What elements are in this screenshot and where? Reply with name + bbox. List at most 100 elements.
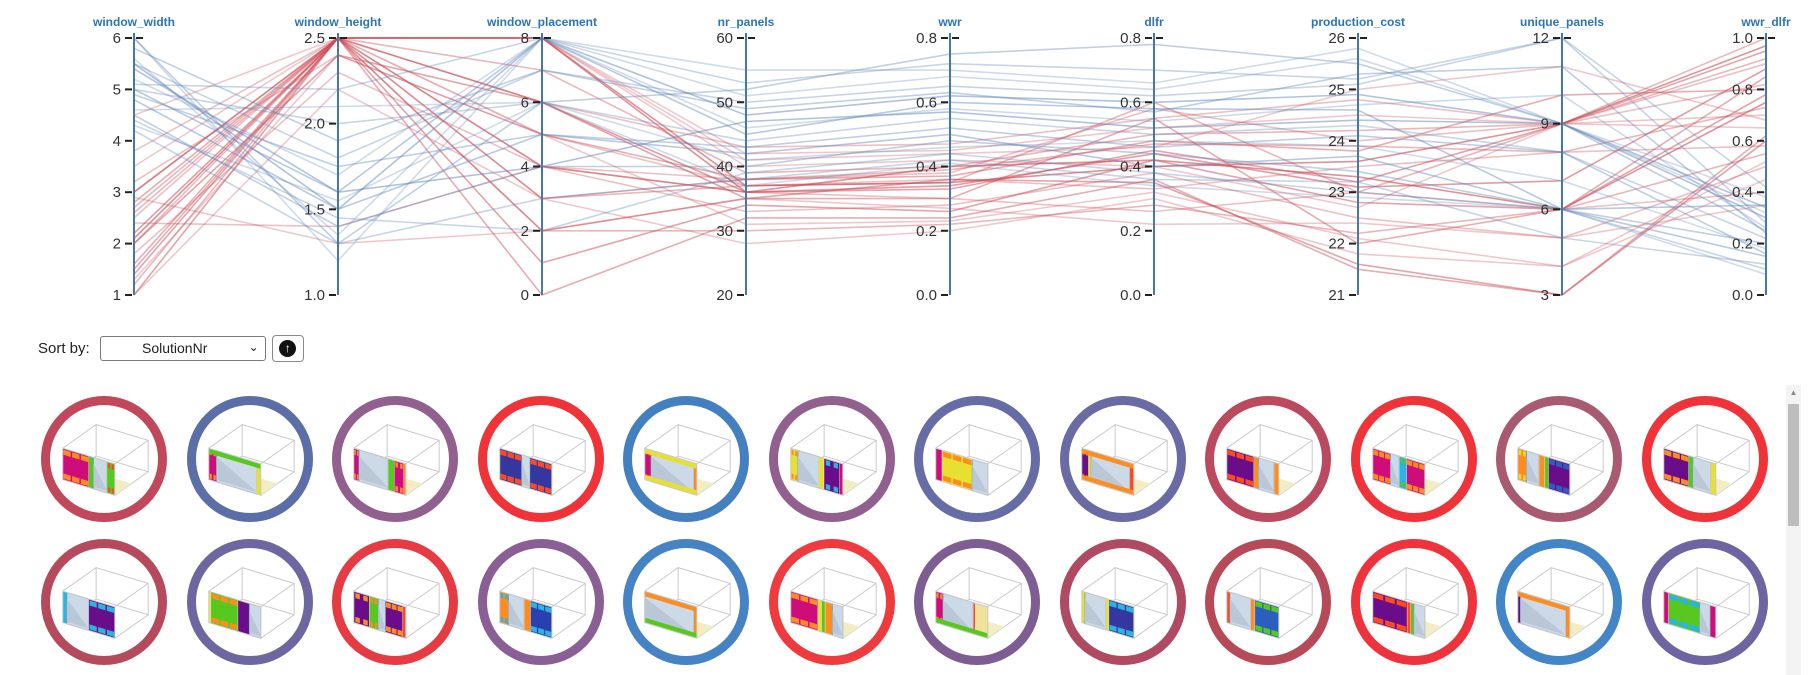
solution-thumbnail-r1-c3[interactable] xyxy=(332,396,458,522)
axis-dlfr[interactable]: dlfr 0.0 0.2 0.4 0.6 0.8 xyxy=(1120,15,1164,304)
axis-production_cost[interactable]: production_cost 21 22 23 24 25 26 xyxy=(1311,15,1405,304)
axis-title: production_cost xyxy=(1311,15,1405,29)
axis-tick-label: 0.4 xyxy=(916,159,937,176)
solution-thumbnail-r2-c12[interactable] xyxy=(1641,539,1768,665)
axis-tick-label: 25 xyxy=(1328,81,1345,98)
axis-tick-label: 1 xyxy=(113,287,121,304)
solution-thumbnail-r1-c1[interactable] xyxy=(41,396,167,522)
solution-3d-preview xyxy=(1371,423,1459,496)
solution-3d-preview xyxy=(1226,566,1313,639)
solution-thumbnail-r1-c4[interactable] xyxy=(477,396,604,522)
axis-tick-label: 1.0 xyxy=(1732,30,1753,47)
axis-tick-label: 9 xyxy=(1541,116,1549,133)
up-arrow-icon: ↑ xyxy=(279,339,297,357)
thumbnail-scrollbar[interactable]: ▲ xyxy=(1786,385,1801,675)
axis-title: unique_panels xyxy=(1520,15,1604,29)
solution-3d-preview xyxy=(498,423,586,496)
solution-thumbnail-r1-c11[interactable] xyxy=(1496,396,1622,522)
solution-thumbnail-r2-c11[interactable] xyxy=(1496,539,1622,665)
solution-thumbnail-r1-c9[interactable] xyxy=(1205,396,1331,522)
sort-by-select[interactable]: SolutionNr xyxy=(99,335,266,361)
solution-3d-preview xyxy=(207,566,295,639)
axis-tick-label: 2.0 xyxy=(304,116,325,133)
solution-3d-preview xyxy=(935,566,1022,639)
axis-tick-label: 0.6 xyxy=(1120,94,1141,111)
scrollbar-thumb[interactable] xyxy=(1788,404,1799,526)
solution-thumbnail-r1-c6[interactable] xyxy=(768,396,895,522)
solution-3d-preview xyxy=(789,423,877,496)
solution-3d-preview xyxy=(644,423,731,496)
axis-tick-label: 1.0 xyxy=(304,287,325,304)
solution-thumbnail-r2-c4[interactable] xyxy=(477,539,604,665)
solution-thumbnail-r2-c7[interactable] xyxy=(914,539,1040,665)
axis-tick-label: 0.4 xyxy=(1120,159,1141,176)
axis-tick-label: 0.6 xyxy=(1732,133,1753,150)
axis-wwr_dlfr[interactable]: wwr_dlfr 0.0 0.2 0.4 0.6 0.8 1.0 xyxy=(1732,15,1791,304)
solution-thumbnail-r2-c6[interactable] xyxy=(768,539,895,665)
axis-tick-label: 1.5 xyxy=(304,201,325,218)
axis-tick-label: 26 xyxy=(1328,30,1345,47)
solution-3d-preview xyxy=(1662,423,1750,496)
axis-tick-label: 0.0 xyxy=(1120,287,1141,304)
axis-tick-label: 3 xyxy=(1541,287,1549,304)
sort-controls: Sort by: SolutionNr ⌄ ↑ xyxy=(38,334,304,362)
solution-thumbnail-r1-c10[interactable] xyxy=(1350,396,1477,522)
solution-thumbnail-r2-c2[interactable] xyxy=(186,539,313,665)
solution-thumbnail-r2-c9[interactable] xyxy=(1205,539,1331,665)
solution-3d-preview xyxy=(935,423,1022,496)
axis-window_height[interactable]: window_height 1.0 1.5 2.0 2.5 xyxy=(294,15,382,304)
axis-tick-label: 2.5 xyxy=(304,30,325,47)
solution-thumbnail-r2-c10[interactable] xyxy=(1350,539,1477,665)
axis-tick-label: 0.2 xyxy=(1120,223,1141,240)
axis-tick-label: 2 xyxy=(113,236,121,253)
axis-tick-label: 0.8 xyxy=(1732,81,1753,98)
axis-tick-label: 3 xyxy=(113,184,121,201)
solution-thumbnail-r1-c12[interactable] xyxy=(1641,396,1768,522)
axis-window_width[interactable]: window_width 1 2 3 4 5 6 xyxy=(92,15,175,304)
axis-tick-label: 0.0 xyxy=(916,287,937,304)
axis-title: wwr_dlfr xyxy=(1740,15,1791,29)
solution-thumbnail-r1-c8[interactable] xyxy=(1059,396,1186,522)
axis-tick-label: 0.8 xyxy=(1120,30,1141,47)
axis-title: window_height xyxy=(294,15,382,29)
axis-wwr[interactable]: wwr 0.0 0.2 0.4 0.6 0.8 xyxy=(916,15,962,304)
axis-tick-label: 5 xyxy=(113,81,121,98)
axis-tick-label: 0.2 xyxy=(916,223,937,240)
solution-3d-preview xyxy=(62,423,149,496)
axis-nr_panels[interactable]: nr_panels 20 30 40 50 60 xyxy=(716,15,774,304)
solution-3d-preview xyxy=(1080,423,1168,496)
solution-3d-preview xyxy=(62,566,149,639)
solution-thumbnail-r2-c1[interactable] xyxy=(41,539,167,665)
axis-tick-label: 60 xyxy=(716,30,733,47)
axis-tick-label: 8 xyxy=(521,30,529,47)
axis-tick-label: 20 xyxy=(716,287,733,304)
axis-tick-label: 24 xyxy=(1328,133,1345,150)
solution-3d-preview xyxy=(1226,423,1313,496)
axis-tick-label: 0.8 xyxy=(916,30,937,47)
axis-title: nr_panels xyxy=(718,15,775,29)
axis-title: window_width xyxy=(92,15,175,29)
axis-unique_panels[interactable]: unique_panels 3 6 9 12 xyxy=(1520,15,1604,304)
axis-tick-label: 12 xyxy=(1532,30,1549,47)
solution-3d-preview xyxy=(1080,566,1168,639)
axis-title: dlfr xyxy=(1144,15,1164,29)
solution-3d-preview xyxy=(644,566,731,639)
solution-3d-preview xyxy=(1517,566,1604,639)
solution-3d-preview xyxy=(353,566,440,639)
solution-thumbnail-r1-c2[interactable] xyxy=(186,396,313,522)
scroll-up-arrow-icon[interactable]: ▲ xyxy=(1789,388,1798,397)
solution-3d-preview xyxy=(789,566,877,639)
solution-thumbnail-r1-c5[interactable] xyxy=(623,396,749,522)
solution-thumbnail-r2-c8[interactable] xyxy=(1059,539,1186,665)
solution-thumbnail-r2-c3[interactable] xyxy=(332,539,458,665)
axis-tick-label: 30 xyxy=(716,223,733,240)
axis-window_placement[interactable]: window_placement 0 2 4 6 8 xyxy=(486,15,597,304)
parallel-coordinates-plot[interactable]: window_width123456window_height1.01.52.0… xyxy=(0,0,1820,318)
solution-thumbnail-r1-c7[interactable] xyxy=(914,396,1040,522)
sort-direction-button[interactable]: ↑ xyxy=(271,334,304,362)
solution-3d-preview xyxy=(498,566,586,639)
axis-title: window_placement xyxy=(486,15,597,29)
solution-3d-preview xyxy=(1371,566,1459,639)
solution-thumbnail-r2-c5[interactable] xyxy=(623,539,749,665)
axis-tick-label: 4 xyxy=(113,133,121,150)
